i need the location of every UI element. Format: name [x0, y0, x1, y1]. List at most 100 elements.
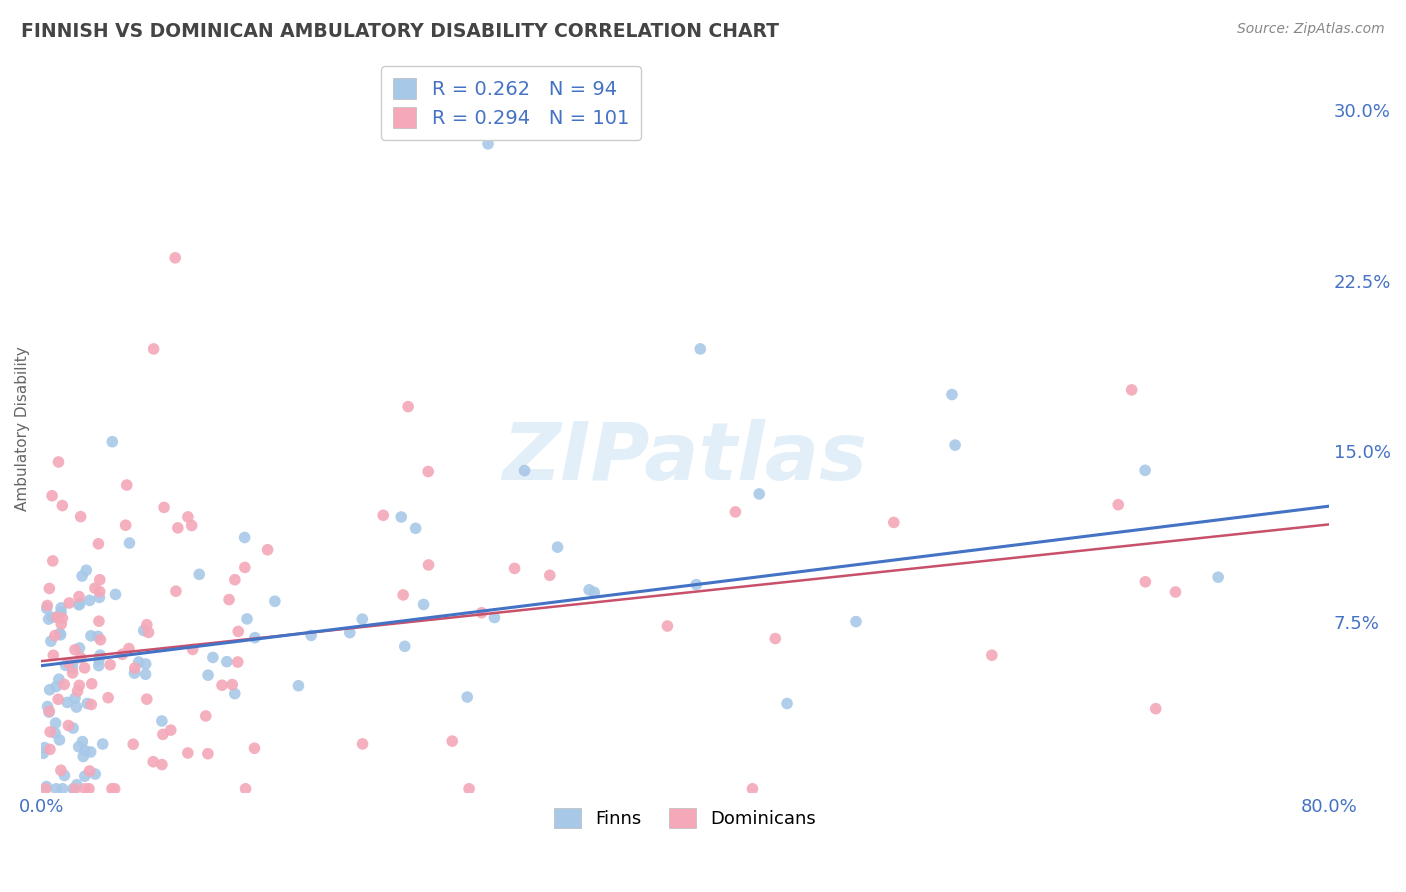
- Finns: [104, 587, 127, 601]
- Finns: [124, 666, 146, 681]
- Finns: [65, 700, 87, 714]
- Finns: [513, 464, 536, 478]
- Finns: [73, 743, 96, 757]
- Finns: [73, 769, 96, 783]
- Finns: [62, 656, 84, 670]
- Finns: [49, 628, 72, 642]
- Finns: [38, 682, 60, 697]
- Finns: [135, 657, 157, 671]
- Finns: [49, 605, 72, 619]
- Dominicans: [80, 698, 103, 712]
- Text: ZIPatlas: ZIPatlas: [502, 419, 868, 497]
- Dominicans: [221, 677, 243, 691]
- Finns: [118, 536, 141, 550]
- Finns: [38, 705, 60, 719]
- Finns: [75, 563, 97, 577]
- Dominicans: [441, 734, 464, 748]
- Finns: [412, 598, 434, 612]
- Finns: [56, 695, 79, 709]
- Finns: [70, 569, 93, 583]
- Dominicans: [392, 588, 415, 602]
- Dominicans: [38, 704, 60, 718]
- Dominicans: [45, 610, 67, 624]
- Finns: [37, 699, 59, 714]
- Dominicans: [418, 465, 440, 479]
- Finns: [188, 567, 211, 582]
- Dominicans: [153, 500, 176, 515]
- Finns: [845, 615, 868, 629]
- Finns: [352, 612, 374, 626]
- Dominicans: [741, 781, 763, 796]
- Finns: [776, 697, 799, 711]
- Finns: [48, 672, 70, 686]
- Finns: [941, 387, 963, 401]
- Finns: [101, 434, 124, 449]
- Dominicans: [39, 742, 62, 756]
- Dominicans: [166, 521, 188, 535]
- Dominicans: [218, 592, 240, 607]
- Dominicans: [63, 781, 86, 796]
- Dominicans: [73, 781, 96, 796]
- Dominicans: [1135, 574, 1157, 589]
- Dominicans: [104, 781, 127, 796]
- Dominicans: [503, 561, 526, 575]
- Dominicans: [42, 648, 65, 663]
- Finns: [44, 726, 66, 740]
- Finns: [264, 594, 287, 608]
- Dominicans: [62, 665, 84, 680]
- Dominicans: [352, 737, 374, 751]
- Dominicans: [194, 709, 217, 723]
- Finns: [35, 601, 58, 615]
- Finns: [456, 690, 478, 704]
- Finns: [79, 745, 101, 759]
- Finns: [578, 582, 600, 597]
- Dominicans: [471, 606, 494, 620]
- Finns: [66, 778, 89, 792]
- Dominicans: [142, 755, 165, 769]
- Dominicans: [226, 624, 249, 639]
- Dominicans: [46, 692, 69, 706]
- Finns: [215, 655, 238, 669]
- Finns: [197, 668, 219, 682]
- Dominicans: [159, 723, 181, 738]
- Dominicans: [152, 727, 174, 741]
- Finns: [49, 600, 72, 615]
- Finns: [484, 610, 506, 624]
- Finns: [89, 648, 111, 663]
- Finns: [128, 655, 150, 669]
- Dominicans: [34, 781, 56, 796]
- Dominicans: [101, 781, 124, 796]
- Finns: [233, 531, 256, 545]
- Dominicans: [177, 510, 200, 524]
- Finns: [132, 624, 155, 638]
- Dominicans: [211, 678, 233, 692]
- Finns: [69, 597, 91, 611]
- Y-axis label: Ambulatory Disability: Ambulatory Disability: [15, 346, 30, 511]
- Finns: [87, 629, 110, 643]
- Dominicans: [89, 584, 111, 599]
- Dominicans: [538, 568, 561, 582]
- Finns: [79, 593, 101, 607]
- Dominicans: [97, 690, 120, 705]
- Finns: [547, 540, 569, 554]
- Finns: [1206, 570, 1229, 584]
- Dominicans: [122, 737, 145, 751]
- Dominicans: [111, 648, 134, 662]
- Dominicans: [87, 614, 110, 628]
- Dominicans: [73, 661, 96, 675]
- Dominicans: [883, 516, 905, 530]
- Finns: [72, 734, 94, 748]
- Finns: [685, 577, 707, 591]
- Finns: [35, 780, 58, 794]
- Dominicans: [177, 746, 200, 760]
- Finns: [236, 612, 259, 626]
- Finns: [51, 781, 73, 796]
- Finns: [80, 629, 103, 643]
- Finns: [49, 626, 72, 640]
- Finns: [394, 640, 416, 654]
- Dominicans: [197, 747, 219, 761]
- Dominicans: [42, 554, 65, 568]
- Dominicans: [58, 718, 80, 732]
- Finns: [689, 342, 711, 356]
- Finns: [39, 634, 62, 648]
